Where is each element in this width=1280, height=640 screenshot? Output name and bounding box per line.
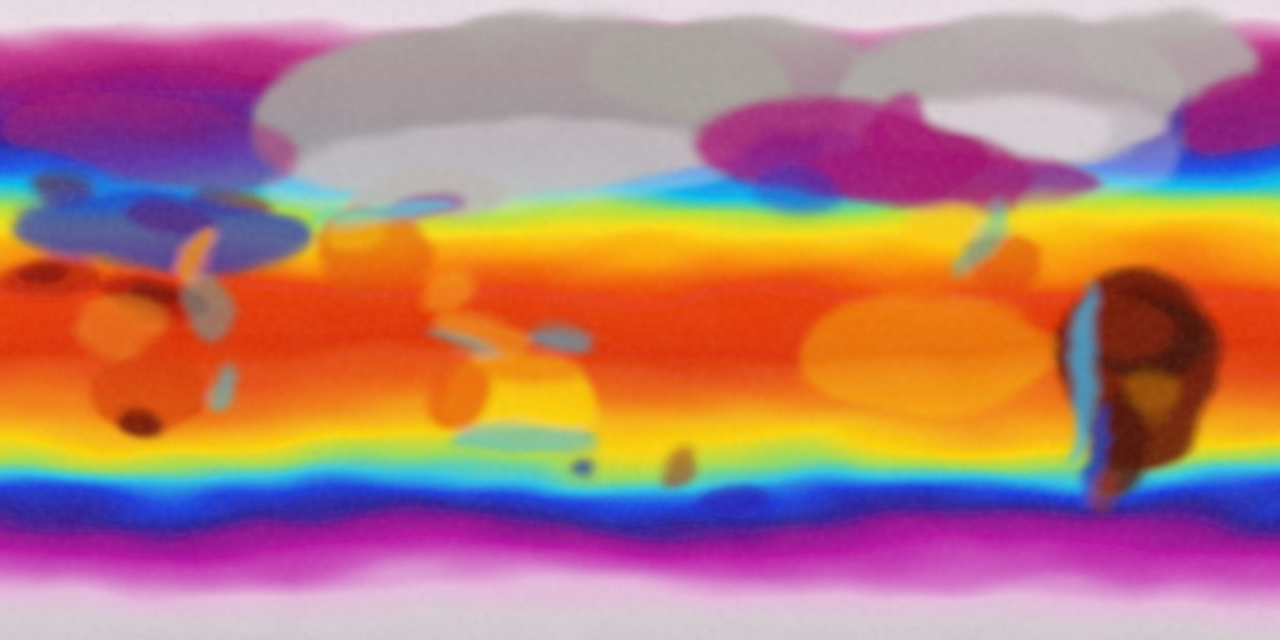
temperature-field-svg [0,0,1280,640]
global-temperature-map [0,0,1280,640]
fine-noise-texture [0,0,1280,640]
